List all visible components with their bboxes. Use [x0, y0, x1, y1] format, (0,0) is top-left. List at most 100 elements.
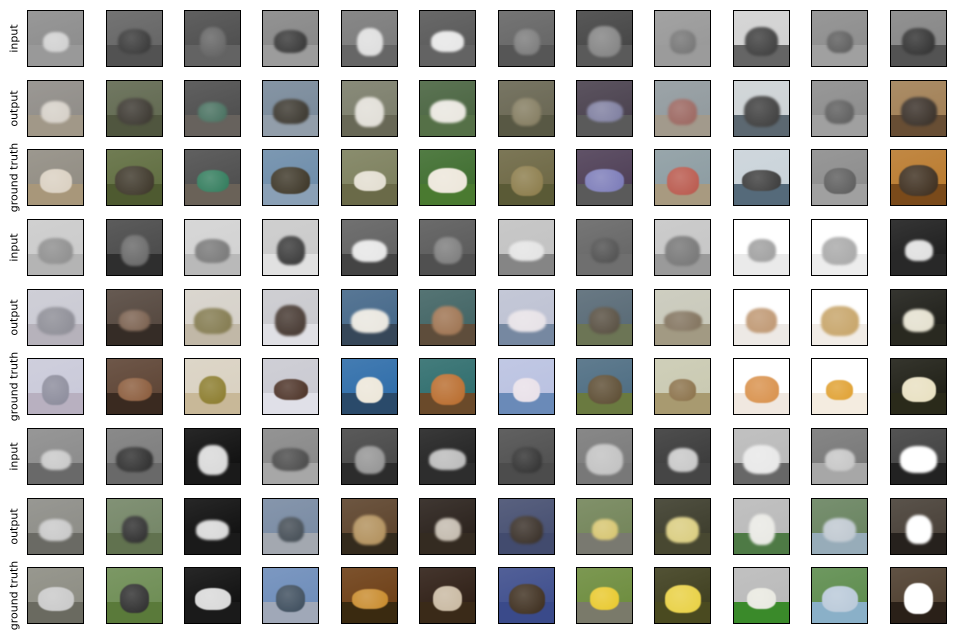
tile-ground [263, 393, 318, 414]
row-label-input: input [7, 219, 21, 276]
image-tile-ground-truth-bird [890, 567, 947, 624]
image-tile-ground-truth-car [27, 567, 84, 624]
tile-subject-car [899, 165, 938, 196]
image-tile-input-deer [654, 219, 711, 276]
tile-subject-dog [431, 31, 464, 52]
tile-subject-deer [274, 379, 308, 400]
image-tile-ground-truth-deer [262, 358, 319, 415]
tile-subject-airplane [278, 517, 304, 542]
image-tile-ground-truth-ship [811, 567, 868, 624]
tile-subject-cat [745, 376, 779, 403]
tile-subject-deer [589, 307, 620, 334]
tile-subject-ship [745, 27, 778, 56]
image-tile-output-cat [106, 289, 163, 346]
tile-subject-deer [588, 375, 622, 404]
tile-subject-ship [822, 586, 858, 612]
tile-subject-deer [275, 305, 306, 336]
tile-subject-dog [905, 240, 933, 261]
tile-subject-deer [117, 98, 153, 125]
image-tile-output-airplane [27, 289, 84, 346]
tile-ground [107, 533, 162, 554]
tile-subject-bird [510, 516, 543, 544]
tile-subject-truck [585, 169, 624, 192]
tile-ground [577, 533, 632, 554]
image-tile-output-bird [419, 498, 476, 555]
tile-subject-deer [271, 167, 310, 194]
tile-subject-frog [821, 306, 859, 336]
tile-subject-frog [826, 380, 853, 400]
tile-subject-horse [40, 169, 72, 193]
image-tile-input-horse [106, 428, 163, 485]
tile-subject-dog [903, 309, 934, 332]
image-tile-input-cat [811, 10, 868, 67]
tile-subject-airplane [37, 307, 75, 335]
row-label-text: ground truth [7, 142, 21, 213]
tile-ground [28, 115, 83, 136]
tile-subject-truck [586, 444, 623, 475]
image-tile-input-frog [811, 219, 868, 276]
tile-subject-horse [355, 97, 384, 127]
tile-subject-ship [509, 241, 544, 261]
row-label-output: output [7, 289, 21, 346]
tile-ground [342, 602, 397, 623]
tile-subject-truck [588, 26, 621, 57]
image-tile-output-horse [341, 80, 398, 137]
image-tile-output-horse [27, 80, 84, 137]
image-tile-output-frog [184, 289, 241, 346]
image-tile-input-dog [890, 219, 947, 276]
tile-ground [107, 324, 162, 345]
image-tile-input-car [27, 428, 84, 485]
tile-ground [577, 115, 632, 136]
tile-subject-horse [434, 237, 462, 264]
tile-subject-bird [429, 449, 466, 470]
image-tile-input-ship [811, 428, 868, 485]
image-tile-ground-truth-cat [106, 358, 163, 415]
image-tile-input-horse [341, 10, 398, 67]
tile-subject-horse [122, 516, 148, 543]
tile-subject-cat [119, 310, 150, 331]
image-tile-output-dog [890, 289, 947, 346]
tile-subject-horse [41, 101, 70, 123]
image-tile-output-deer [654, 289, 711, 346]
image-tile-output-frog [498, 80, 555, 137]
tile-ground [342, 393, 397, 414]
tile-subject-cat [746, 308, 777, 333]
tile-subject-cat [827, 31, 853, 53]
tile-subject-cat [747, 588, 776, 609]
tile-ground [499, 463, 554, 484]
tile-subject-car [41, 450, 71, 470]
tile-subject-frog [514, 29, 540, 55]
row-label-output: output [7, 498, 21, 555]
tile-subject-airplane [42, 375, 69, 405]
row-label-output: output [7, 80, 21, 137]
tile-subject-ship [513, 378, 540, 402]
tile-subject-car [39, 519, 72, 541]
image-tile-output-airplane [262, 498, 319, 555]
image-tile-ground-truth-deer [262, 149, 319, 206]
tile-subject-ship [744, 96, 780, 127]
tile-subject-frog [199, 376, 226, 404]
tile-subject-truck [590, 587, 619, 610]
tile-subject-deer [591, 238, 619, 263]
image-tile-input-horse [27, 10, 84, 67]
tile-subject-horse [357, 28, 383, 56]
image-tile-output-deer [106, 80, 163, 137]
image-tile-output-cat [811, 80, 868, 137]
tile-subject-frog [195, 239, 230, 263]
tile-ground [891, 324, 946, 345]
tile-subject-dog [668, 99, 697, 125]
image-tile-input-truck [576, 10, 633, 67]
image-tile-ground-truth-ship [733, 149, 790, 206]
tile-ground [655, 45, 710, 66]
tile-ground [420, 463, 475, 484]
row-label-input: input [7, 428, 21, 485]
image-tile-ground-truth-ship [341, 358, 398, 415]
tile-subject-dog [430, 100, 466, 123]
image-tile-ground-truth-horse [419, 358, 476, 415]
image-tile-input-horse [419, 219, 476, 276]
tile-subject-horse [432, 306, 463, 335]
image-tile-ground-truth-frog [811, 358, 868, 415]
tile-ground [342, 184, 397, 205]
row-label-ground-truth: ground truth [7, 352, 21, 422]
